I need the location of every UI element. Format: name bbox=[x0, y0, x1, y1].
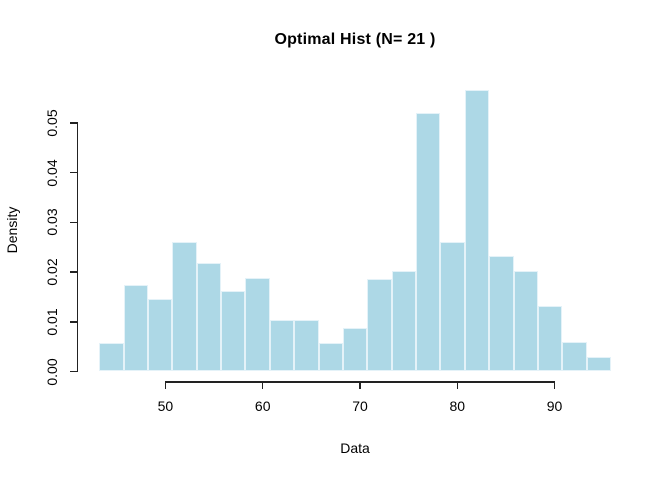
y-axis-tick bbox=[70, 321, 77, 323]
y-axis-tick bbox=[70, 122, 77, 124]
histogram-bar bbox=[464, 90, 490, 372]
histogram-bar bbox=[367, 278, 392, 372]
x-axis-tick bbox=[553, 381, 556, 390]
y-tick-label: 0.00 bbox=[44, 357, 60, 386]
histogram-bar bbox=[221, 291, 246, 372]
y-axis-line bbox=[77, 122, 79, 373]
x-axis-tick bbox=[164, 381, 167, 390]
y-tick-label: 0.04 bbox=[44, 159, 60, 187]
y-axis-tick bbox=[70, 221, 77, 224]
x-tick-label: 90 bbox=[546, 398, 563, 414]
y-tick-label: 0.03 bbox=[44, 208, 60, 237]
y-axis-tick bbox=[70, 370, 77, 373]
histogram-bar bbox=[562, 342, 587, 372]
histogram-bar bbox=[172, 241, 197, 372]
x-tick-label: 50 bbox=[157, 398, 174, 414]
histogram-bar bbox=[342, 328, 368, 372]
x-axis-label: Data bbox=[340, 440, 370, 456]
histogram-bar bbox=[391, 271, 417, 372]
histogram-bar bbox=[269, 320, 295, 372]
histogram-bar bbox=[123, 285, 148, 372]
x-axis-tick bbox=[359, 381, 361, 390]
histogram-bar bbox=[416, 112, 441, 372]
histogram-bar bbox=[513, 271, 538, 372]
y-tick-label: 0.02 bbox=[44, 258, 60, 286]
x-tick-label: 70 bbox=[352, 398, 368, 414]
y-tick-label: 0.05 bbox=[44, 109, 60, 137]
histogram-bar bbox=[489, 256, 514, 372]
histogram-bar bbox=[245, 278, 270, 372]
y-tick-label: 0.01 bbox=[44, 308, 60, 336]
x-axis-tick bbox=[262, 381, 264, 390]
histogram-bar bbox=[318, 342, 343, 372]
histogram-bar bbox=[440, 241, 465, 372]
histogram-bar bbox=[148, 299, 173, 372]
chart-title: Optimal Hist (N= 21 ) bbox=[274, 31, 436, 48]
x-tick-label: 80 bbox=[449, 398, 466, 414]
histogram-bar bbox=[586, 357, 611, 372]
histogram-bar bbox=[99, 342, 124, 372]
y-axis-tick bbox=[70, 172, 77, 174]
histogram-bar bbox=[196, 262, 222, 372]
histogram-bar bbox=[294, 320, 319, 372]
y-axis-tick bbox=[70, 271, 77, 273]
x-axis-tick bbox=[456, 381, 458, 390]
histogram-bar bbox=[537, 306, 563, 372]
x-tick-label: 60 bbox=[254, 398, 271, 414]
